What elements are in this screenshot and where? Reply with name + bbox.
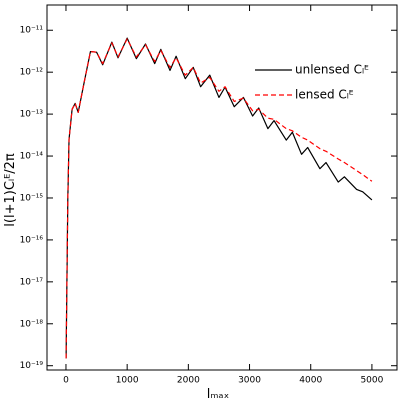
series-line bbox=[65, 37, 373, 359]
x-tick-label: 4000 bbox=[299, 376, 322, 386]
x-tick-label: 0 bbox=[63, 376, 69, 386]
y-axis-label: l(l+1)Cₗᴱ/2π bbox=[3, 153, 18, 227]
legend-label: lensed Cₗᴱ bbox=[295, 88, 354, 102]
y-tick-label: 10⁻¹³ bbox=[20, 110, 44, 120]
x-tick-label: 2000 bbox=[177, 376, 200, 386]
y-tick-label: 10⁻¹⁵ bbox=[20, 193, 44, 203]
series-line bbox=[65, 38, 373, 359]
y-tick-label: 10⁻¹⁴ bbox=[20, 152, 44, 162]
y-tick-label: 10⁻¹⁹ bbox=[20, 361, 44, 371]
x-axis-label: lₘₐₓ bbox=[207, 387, 230, 402]
y-tick-label: 10⁻¹⁶ bbox=[20, 235, 44, 245]
y-tick-label: 10⁻¹¹ bbox=[20, 26, 44, 36]
y-tick-label: 10⁻¹² bbox=[20, 68, 44, 78]
x-tick-label: 3000 bbox=[238, 376, 261, 386]
plot-frame bbox=[46, 4, 398, 371]
legend-label: unlensed Cₗᴱ bbox=[295, 63, 369, 77]
x-tick-label: 5000 bbox=[360, 376, 383, 386]
x-tick-label: 1000 bbox=[116, 376, 139, 386]
y-tick-label: 10⁻¹⁸ bbox=[20, 319, 44, 329]
y-tick-label: 10⁻¹⁷ bbox=[20, 277, 44, 287]
